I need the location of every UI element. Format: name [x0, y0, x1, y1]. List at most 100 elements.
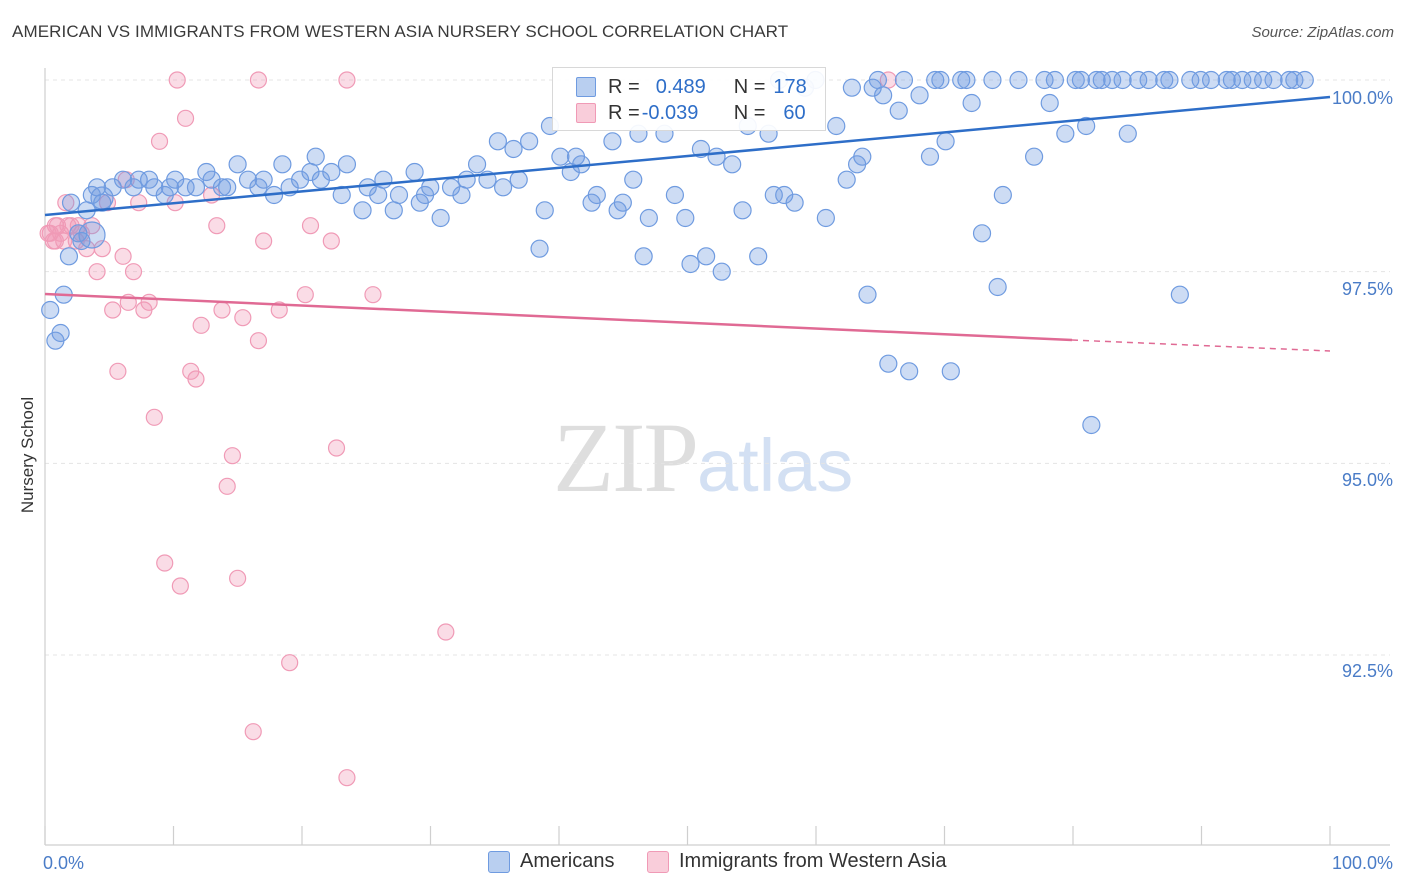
- data-point: [202, 170, 221, 189]
- data-point: [467, 155, 487, 174]
- x-tick-label: 100.0%: [1332, 853, 1393, 873]
- legend-americans-swatch: [488, 850, 510, 873]
- data-point: [920, 147, 940, 166]
- data-point: [338, 71, 356, 89]
- legend-americans: Americans: [488, 850, 614, 873]
- data-point: [665, 185, 684, 205]
- trend-lines: [44, 95, 1331, 352]
- data-point: [551, 147, 570, 166]
- data-point: [1160, 70, 1179, 90]
- y-tick-label: 95.0%: [1342, 470, 1393, 490]
- americans-trend-line: [44, 95, 1331, 217]
- data-point: [712, 262, 731, 281]
- data-point: [1045, 70, 1065, 90]
- data-point: [775, 185, 794, 205]
- y-tick-label: 97.5%: [1342, 279, 1393, 299]
- tick-labels: 100.0% 97.5% 95.0% 92.5% 0.0% 100.0%: [43, 88, 1393, 873]
- data-point: [327, 439, 346, 457]
- data-point: [93, 193, 112, 212]
- data-point: [1155, 70, 1174, 90]
- data-point: [681, 254, 700, 274]
- data-point: [509, 170, 528, 189]
- data-point: [1280, 70, 1299, 90]
- stats-box: R = 0.489 N = 178 R = -0.039 N = 60: [552, 67, 826, 131]
- data-point: [124, 263, 143, 281]
- data-point: [1035, 70, 1054, 90]
- data-point: [520, 132, 539, 151]
- data-point: [1040, 93, 1059, 113]
- data-point: [957, 70, 976, 90]
- data-point: [130, 194, 148, 212]
- y-tick-label: 92.5%: [1342, 661, 1393, 681]
- data-point: [109, 362, 127, 380]
- data-point: [384, 201, 403, 220]
- americans-swatch: [576, 77, 596, 97]
- data-point: [723, 155, 742, 174]
- data-point: [900, 362, 919, 381]
- data-point: [1087, 70, 1106, 90]
- data-point: [46, 217, 65, 235]
- data-point: [816, 208, 835, 228]
- watermark-atlas: atlas: [697, 424, 854, 507]
- r-label: R =: [608, 101, 640, 124]
- data-point: [322, 162, 341, 182]
- data-point: [1118, 124, 1137, 143]
- data-point: [114, 247, 132, 265]
- data-point: [879, 354, 898, 373]
- data-point: [389, 185, 409, 205]
- data-point: [212, 178, 232, 197]
- data-point: [218, 178, 237, 197]
- n-value: 60: [783, 101, 806, 124]
- data-point: [1082, 415, 1101, 435]
- data-point: [104, 301, 122, 319]
- legend-immigrants-swatch: [647, 850, 669, 873]
- data-point: [1092, 70, 1111, 90]
- n-label: N =: [733, 75, 766, 98]
- data-point: [176, 109, 195, 127]
- data-point: [1170, 285, 1189, 304]
- immigrants-trend-line: [44, 292, 1073, 342]
- data-point: [676, 208, 695, 228]
- data-point: [858, 285, 877, 304]
- data-point: [186, 178, 206, 197]
- data-point: [255, 232, 273, 250]
- data-point: [1285, 70, 1304, 90]
- data-point: [1139, 70, 1158, 90]
- immigrants-points: [39, 71, 897, 787]
- data-point: [1181, 70, 1200, 90]
- data-point: [369, 185, 388, 205]
- data-point: [837, 170, 856, 189]
- data-point: [1071, 70, 1091, 90]
- data-point: [827, 116, 846, 136]
- source-label: Source: ZipAtlas.com: [1251, 24, 1394, 41]
- data-point: [697, 247, 716, 266]
- data-point: [889, 101, 908, 120]
- data-point: [306, 147, 325, 166]
- data-point: [624, 170, 643, 189]
- data-point: [733, 201, 752, 220]
- data-point: [1066, 70, 1085, 90]
- data-point: [78, 221, 106, 249]
- data-point: [639, 208, 658, 228]
- data-point: [1009, 70, 1028, 90]
- data-point: [244, 723, 262, 741]
- data-point: [910, 86, 929, 105]
- data-point: [129, 170, 148, 189]
- data-point: [1103, 70, 1122, 90]
- data-point: [1129, 70, 1148, 90]
- data-point: [1056, 124, 1075, 143]
- data-point: [749, 247, 768, 266]
- data-point: [140, 293, 158, 311]
- data-point: [936, 132, 955, 151]
- data-point: [234, 309, 252, 327]
- data-point: [322, 232, 340, 250]
- data-point: [59, 247, 79, 266]
- data-point: [1024, 147, 1044, 166]
- data-point: [785, 193, 804, 212]
- watermark-zip: ZIP: [553, 402, 699, 513]
- data-point: [894, 70, 914, 90]
- data-point: [764, 185, 783, 205]
- x-tick-label: 0.0%: [43, 853, 84, 873]
- legend-immigrants-label: Immigrants from Western Asia: [679, 850, 947, 872]
- data-point: [311, 170, 331, 189]
